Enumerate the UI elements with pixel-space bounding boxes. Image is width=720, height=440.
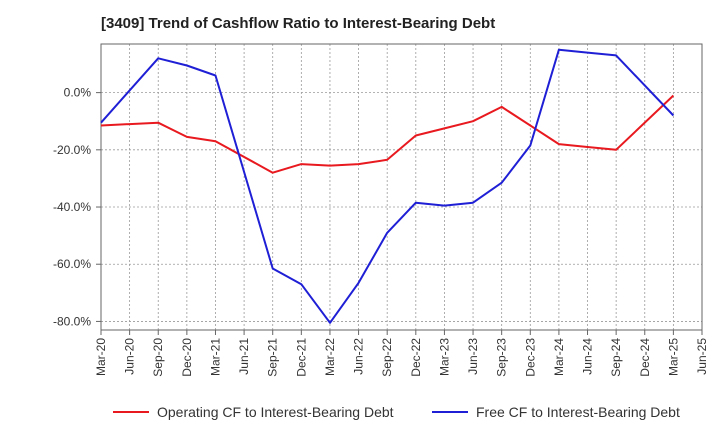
x-tick-label: Dec-20: [180, 338, 194, 377]
x-tick-label: Sep-23: [495, 338, 509, 377]
x-tick-label: Mar-25: [666, 338, 680, 376]
chart-title: [3409] Trend of Cashflow Ratio to Intere…: [101, 15, 496, 32]
x-tick-label: Mar-22: [323, 338, 337, 376]
legend-label-free-cf: Free CF to Interest-Bearing Debt: [476, 404, 680, 420]
x-tick-label: Jun-20: [123, 338, 137, 375]
x-tick-label: Jun-24: [581, 338, 595, 375]
y-tick-label: -40.0%: [53, 200, 91, 214]
x-tick-label: Sep-22: [380, 338, 394, 377]
axes: 0.0% -20.0% -40.0% -60.0% -80.0%Mar-20 Jun-20…: [53, 43, 709, 377]
x-tick-label: Mar-24: [552, 338, 566, 376]
x-tick-label: Dec-22: [409, 338, 423, 377]
x-tick-label: Dec-23: [523, 338, 537, 377]
grid: [101, 44, 702, 330]
series-lines: [100, 48, 675, 324]
y-tick-label: 0.0%: [64, 86, 92, 100]
legend: Operating CF to Interest-Bearing Debt Fr…: [0, 404, 720, 426]
x-tick-label: Mar-23: [437, 338, 451, 376]
x-tick-label: Sep-24: [609, 338, 623, 377]
x-tick-label: Sep-21: [266, 338, 280, 377]
x-tick-label: Jun-22: [352, 338, 366, 375]
y-tick-label: -80.0%: [53, 314, 91, 328]
x-tick-label: Mar-21: [208, 338, 222, 376]
x-tick-label: Mar-20: [94, 338, 108, 376]
x-tick-label: Jun-25: [695, 338, 709, 375]
legend-item-operating-cf: Operating CF to Interest-Bearing Debt: [113, 404, 394, 420]
legend-item-free-cf: Free CF to Interest-Bearing Debt: [432, 404, 680, 420]
x-tick-label: Jun-23: [466, 338, 480, 375]
series-line-free-cf: [100, 48, 675, 324]
x-tick-label: Sep-20: [151, 338, 165, 377]
legend-label-operating-cf: Operating CF to Interest-Bearing Debt: [157, 404, 394, 420]
x-tick-label: Jun-21: [237, 338, 251, 375]
legend-swatch-operating-cf: [113, 411, 149, 413]
series-line-operating-cf: [100, 94, 675, 174]
x-tick-label: Dec-24: [638, 338, 652, 377]
y-tick-label: -20.0%: [53, 143, 91, 157]
legend-swatch-free-cf: [432, 411, 468, 413]
plot-frame: [100, 43, 703, 331]
x-tick-label: Dec-21: [294, 338, 308, 377]
y-tick-label: -60.0%: [53, 257, 91, 271]
